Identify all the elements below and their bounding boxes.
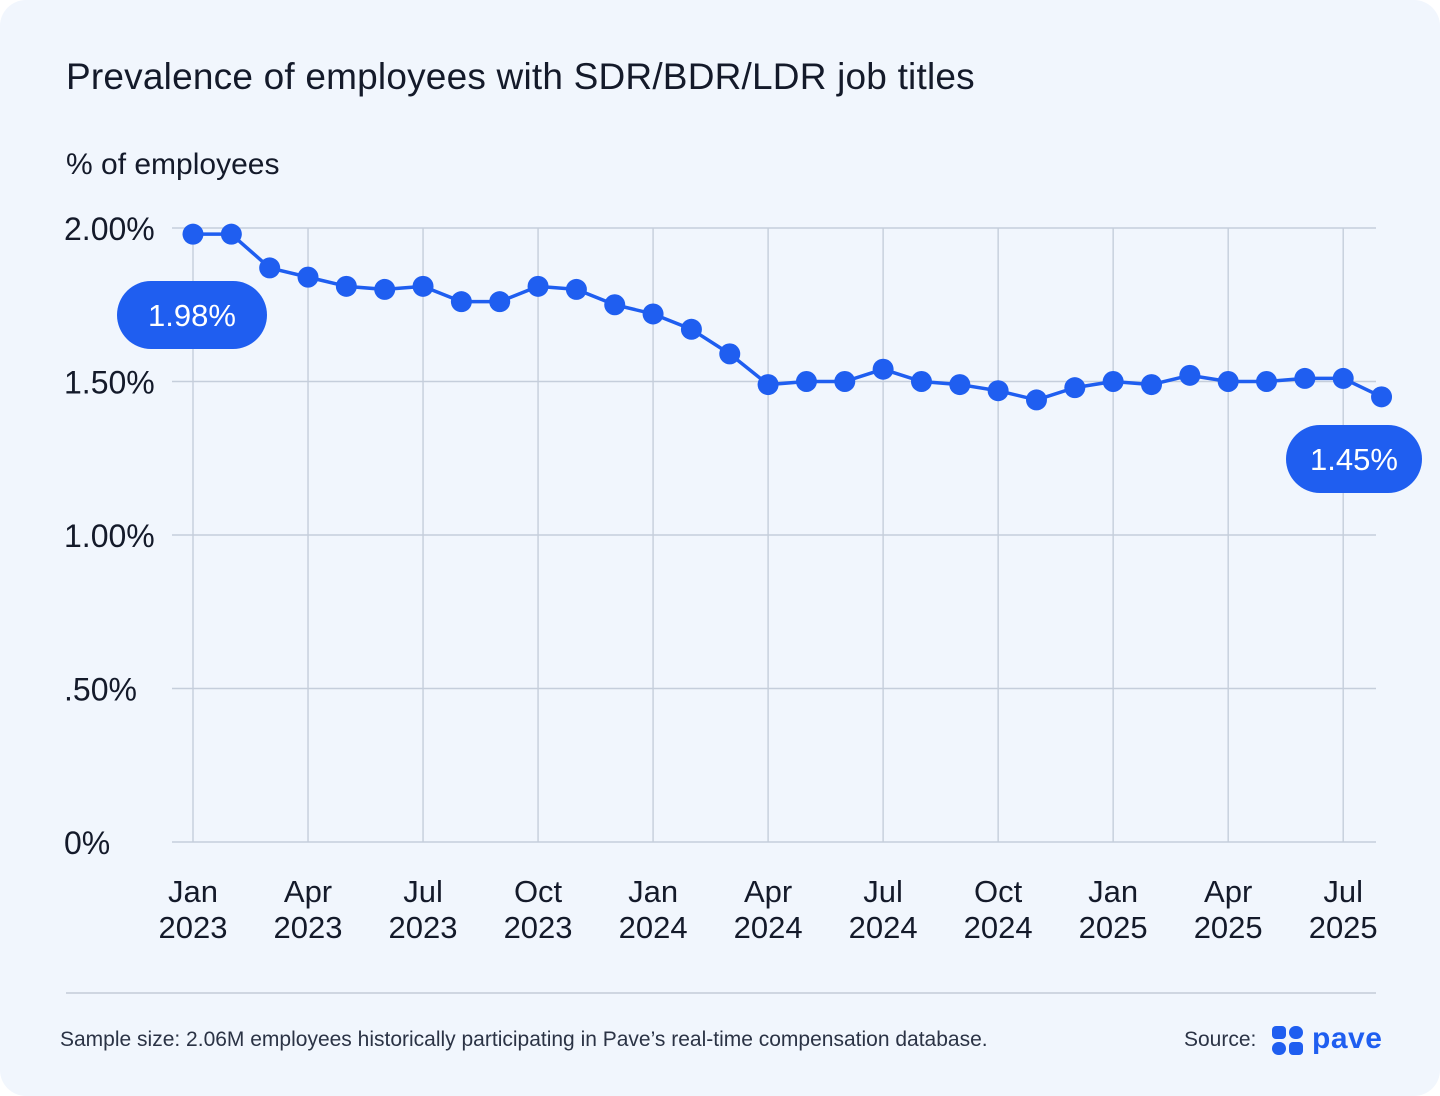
- x-tick-label: 2025: [1309, 910, 1378, 945]
- annotation-label: 1.98%: [148, 298, 236, 333]
- data-point: [450, 291, 472, 313]
- x-tick-label: 2024: [734, 910, 803, 945]
- data-point: [565, 278, 587, 300]
- data-point: [1371, 386, 1393, 408]
- y-axis-label: % of employees: [66, 148, 280, 181]
- y-tick-label: .50%: [64, 672, 137, 708]
- data-point: [642, 303, 664, 325]
- pave-logo: pave: [1272, 1024, 1382, 1058]
- data-point: [910, 371, 932, 392]
- data-point: [527, 275, 549, 297]
- data-point: [1294, 367, 1316, 389]
- data-point: [719, 343, 741, 365]
- x-tick-label: Oct: [514, 874, 563, 909]
- x-tick-label: 2023: [274, 910, 343, 945]
- x-tick-label: Jul: [863, 874, 903, 909]
- data-point: [1217, 371, 1239, 392]
- footer-divider: [66, 992, 1376, 994]
- data-point: [1141, 374, 1162, 396]
- data-point: [220, 223, 242, 245]
- data-point: [259, 257, 281, 279]
- data-point: [872, 358, 894, 380]
- x-tick-label: Apr: [284, 874, 332, 909]
- x-tick-label: 2024: [849, 910, 918, 945]
- data-point: [182, 223, 204, 245]
- x-tick-label: 2023: [159, 910, 228, 945]
- data-point: [1256, 371, 1278, 392]
- y-tick-label: 2.00%: [64, 211, 155, 247]
- sample-size-footnote: Sample size: 2.06M employees historicall…: [60, 1028, 988, 1051]
- data-point: [489, 291, 511, 313]
- data-point: [757, 374, 779, 396]
- x-tick-label: Apr: [1204, 874, 1252, 909]
- y-tick-label: 1.00%: [64, 518, 155, 554]
- annotation-pill: [1286, 425, 1422, 493]
- data-point: [374, 278, 396, 300]
- x-tick-label: Jul: [403, 874, 443, 909]
- data-point: [680, 318, 702, 340]
- data-point: [795, 371, 817, 392]
- pave-logo-icon: [1272, 1026, 1304, 1056]
- data-point: [412, 275, 434, 297]
- data-point: [335, 275, 357, 297]
- data-point: [1179, 364, 1201, 386]
- x-tick-label: Jan: [168, 874, 218, 909]
- x-tick-label: 2025: [1079, 910, 1148, 945]
- data-point: [1025, 389, 1047, 411]
- series-line: [193, 232, 1383, 402]
- data-point: [949, 374, 971, 396]
- x-tick-label: Jan: [1088, 874, 1138, 909]
- data-point: [834, 371, 856, 392]
- x-tick-label: 2025: [1194, 910, 1263, 945]
- x-tick-label: Apr: [744, 874, 792, 909]
- data-point: [1332, 367, 1354, 389]
- x-tick-label: Jan: [628, 874, 678, 909]
- y-tick-label: 0%: [64, 825, 110, 861]
- x-tick-label: 2023: [504, 910, 573, 945]
- source-label: Source:: [1184, 1028, 1257, 1051]
- pave-logo-text: pave: [1312, 1022, 1383, 1055]
- x-tick-label: 2024: [619, 910, 688, 945]
- annotation-pill: [117, 281, 267, 349]
- x-tick-label: Oct: [974, 874, 1023, 909]
- data-point: [297, 266, 319, 288]
- data-point: [987, 380, 1009, 402]
- chart-title: Prevalence of employees with SDR/BDR/LDR…: [66, 56, 975, 97]
- x-tick-label: 2024: [964, 910, 1033, 945]
- data-point: [1102, 371, 1124, 392]
- data-point: [604, 294, 626, 316]
- x-tick-label: Jul: [1323, 874, 1363, 909]
- annotation-label: 1.45%: [1310, 442, 1398, 477]
- y-tick-label: 1.50%: [64, 365, 155, 401]
- data-point: [1064, 377, 1086, 399]
- x-tick-label: 2023: [389, 910, 458, 945]
